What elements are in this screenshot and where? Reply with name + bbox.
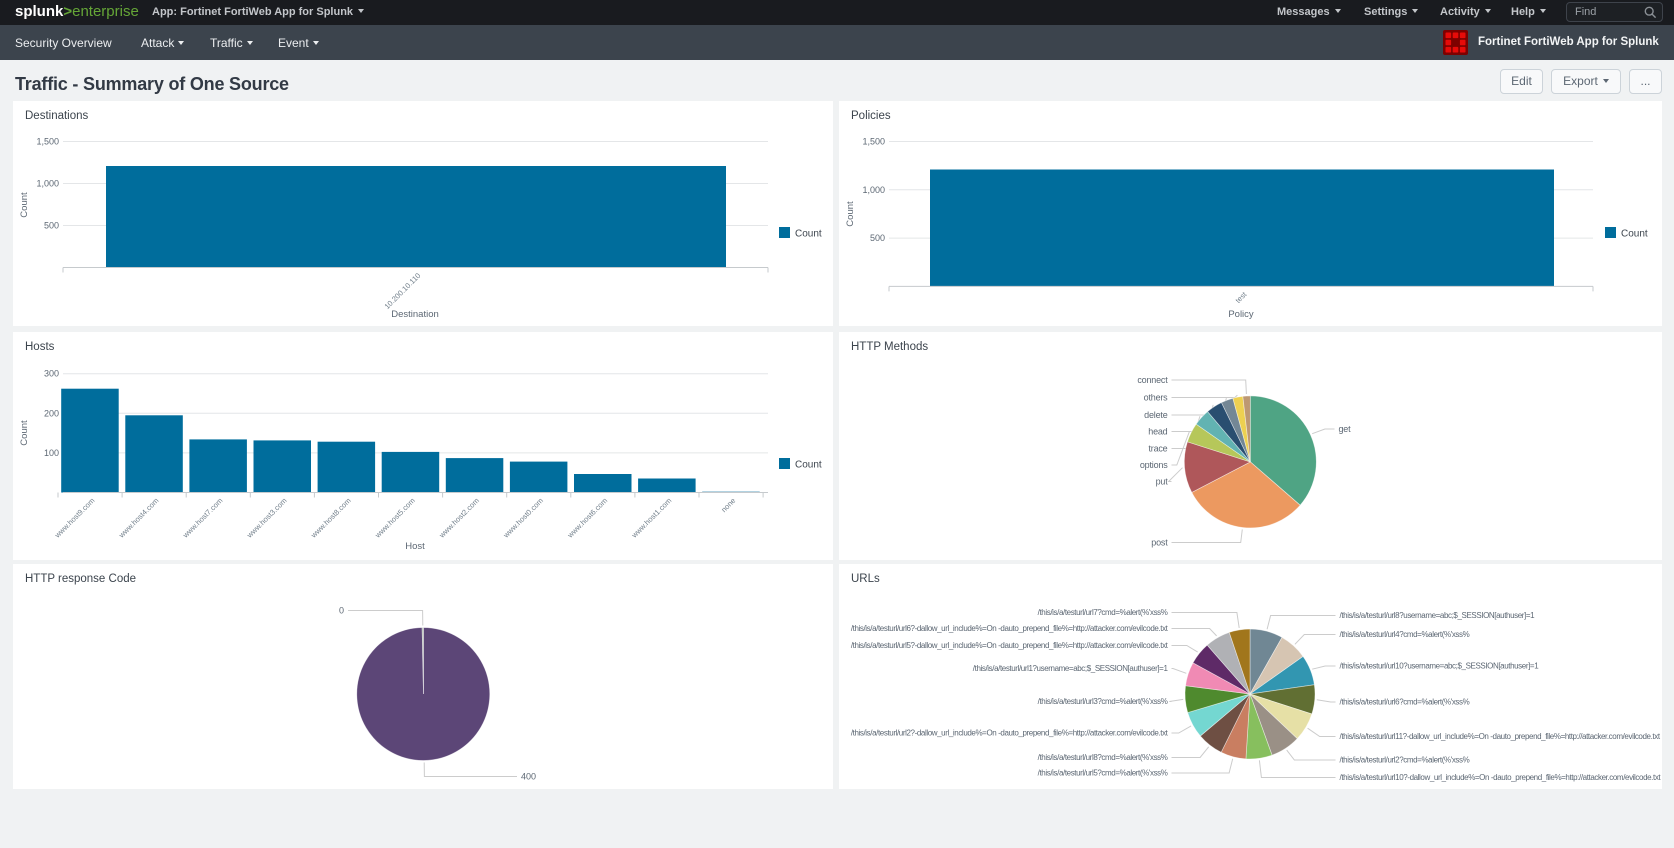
svg-text:www.host1.com: www.host1.com: [629, 496, 673, 540]
svg-text:test: test: [1233, 289, 1249, 305]
svg-text:/this/is/a/testurl/url11?-dall: /this/is/a/testurl/url11?-dallow_url_inc…: [1340, 732, 1661, 741]
svg-text:www.host9.com: www.host9.com: [52, 496, 96, 540]
svg-text:/this/is/a/testurl/url1?userna: /this/is/a/testurl/url1?username=abc;$_S…: [973, 664, 1169, 673]
svg-text:100: 100: [44, 448, 59, 458]
svg-text:Count: Count: [19, 420, 30, 446]
svg-text:options: options: [1140, 460, 1168, 470]
svg-text:Count: Count: [1621, 229, 1648, 240]
svg-text:0: 0: [339, 606, 344, 616]
svg-text:400: 400: [521, 772, 536, 782]
svg-text:Destination: Destination: [391, 309, 439, 320]
svg-text:500: 500: [870, 233, 885, 243]
svg-text:Count: Count: [19, 192, 30, 218]
svg-text:1,500: 1,500: [862, 137, 885, 147]
svg-text:/this/is/a/testurl/url6?-dallo: /this/is/a/testurl/url6?-dallow_url_incl…: [851, 624, 1169, 633]
svg-text:www.host5.com: www.host5.com: [373, 496, 417, 540]
svg-text:www.host0.com: www.host0.com: [501, 496, 545, 540]
svg-text:/this/is/a/testurl/url8?cmd=%a: /this/is/a/testurl/url8?cmd=%alert(%'xss…: [1038, 753, 1168, 762]
svg-text:trace: trace: [1148, 444, 1167, 454]
svg-text:Count: Count: [795, 460, 822, 471]
svg-text:none: none: [719, 496, 737, 514]
svg-text:Destinations: Destinations: [25, 110, 89, 122]
svg-text:delete: delete: [1144, 410, 1168, 420]
svg-text:500: 500: [44, 221, 59, 231]
svg-text:www.host7.com: www.host7.com: [180, 496, 224, 540]
svg-text:others: others: [1144, 393, 1169, 403]
svg-text:post: post: [1151, 538, 1168, 548]
svg-text:Hosts: Hosts: [25, 341, 55, 353]
svg-text:/this/is/a/testurl/url10?usern: /this/is/a/testurl/url10?username=abc;$_…: [1340, 662, 1540, 671]
svg-text:www.host6.com: www.host6.com: [565, 496, 609, 540]
svg-text:/this/is/a/testurl/url6?cmd=%a: /this/is/a/testurl/url6?cmd=%alert(%'xss…: [1340, 698, 1470, 707]
svg-text:/this/is/a/testurl/url7?cmd=%a: /this/is/a/testurl/url7?cmd=%alert(%'xss…: [1038, 608, 1168, 617]
svg-text:300: 300: [44, 369, 59, 379]
svg-text:1,000: 1,000: [862, 185, 885, 195]
svg-text:www.host2.com: www.host2.com: [437, 496, 481, 540]
svg-text:Host: Host: [405, 541, 425, 552]
svg-text:Count: Count: [795, 229, 822, 240]
svg-text:200: 200: [44, 408, 59, 418]
svg-text:www.host4.com: www.host4.com: [116, 496, 160, 540]
svg-text:1,500: 1,500: [36, 137, 59, 147]
svg-text:1,000: 1,000: [36, 179, 59, 189]
svg-text:URLs: URLs: [851, 573, 880, 585]
svg-text:connect: connect: [1137, 375, 1168, 385]
svg-text:www.host3.com: www.host3.com: [244, 496, 288, 540]
svg-text:get: get: [1339, 424, 1352, 434]
svg-text:www.host8.com: www.host8.com: [308, 496, 352, 540]
svg-text:HTTP response Code: HTTP response Code: [25, 573, 136, 585]
svg-text:/this/is/a/testurl/url2?cmd=%a: /this/is/a/testurl/url2?cmd=%alert(%'xss…: [1340, 756, 1470, 765]
svg-text:Count: Count: [845, 201, 856, 227]
svg-text:put: put: [1156, 477, 1169, 487]
svg-text:/this/is/a/testurl/url2?-dallo: /this/is/a/testurl/url2?-dallow_url_incl…: [851, 729, 1169, 738]
svg-text:Policies: Policies: [851, 110, 891, 122]
svg-text:Policy: Policy: [1228, 309, 1254, 320]
svg-text:10.200.10.110: 10.200.10.110: [383, 271, 423, 311]
svg-text:/this/is/a/testurl/url8?userna: /this/is/a/testurl/url8?username=abc;$_S…: [1340, 611, 1536, 620]
svg-text:/this/is/a/testurl/url4?cmd=%a: /this/is/a/testurl/url4?cmd=%alert(%'xss…: [1340, 630, 1470, 639]
svg-text:head: head: [1148, 427, 1167, 437]
svg-text:/this/is/a/testurl/url3?cmd=%a: /this/is/a/testurl/url3?cmd=%alert(%'xss…: [1038, 697, 1168, 706]
svg-text:/this/is/a/testurl/url5?-dallo: /this/is/a/testurl/url5?-dallow_url_incl…: [851, 641, 1169, 650]
svg-text:HTTP Methods: HTTP Methods: [851, 341, 928, 353]
svg-text:/this/is/a/testurl/url5?cmd=%a: /this/is/a/testurl/url5?cmd=%alert(%'xss…: [1038, 769, 1168, 778]
svg-text:/this/is/a/testurl/url10?-dall: /this/is/a/testurl/url10?-dallow_url_inc…: [1340, 773, 1662, 782]
